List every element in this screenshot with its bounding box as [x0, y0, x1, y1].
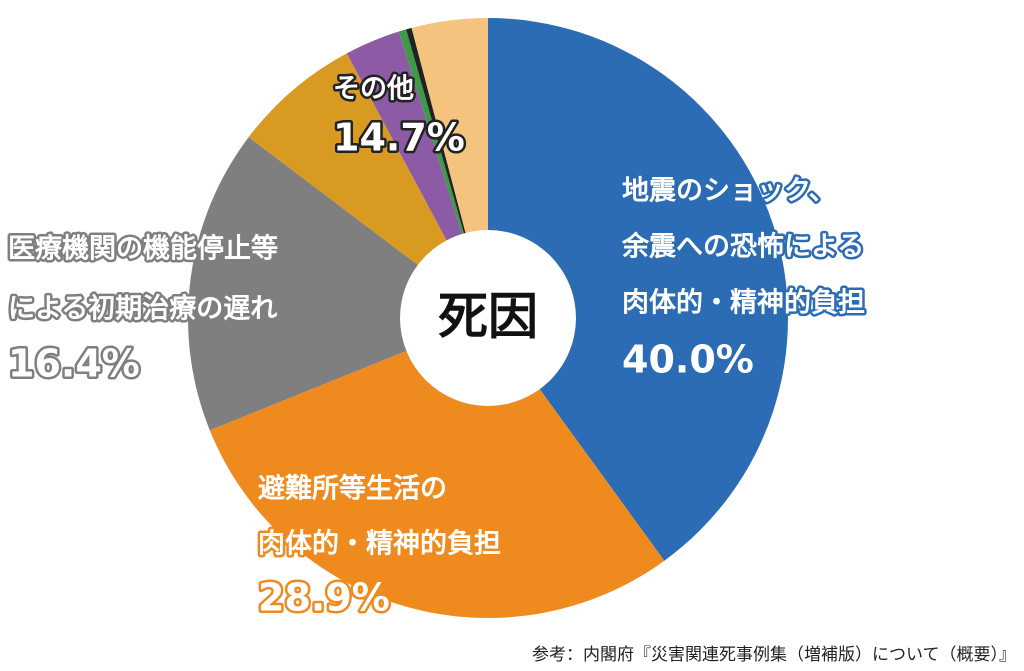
slice: [248, 53, 488, 319]
value-label: 28.9%: [258, 576, 390, 620]
slice-label: 避難所等生活の: [258, 473, 447, 505]
value-label: 16.4%: [8, 342, 140, 386]
slice-label: 余震への恐怖による: [621, 231, 864, 263]
slice: [488, 18, 789, 561]
slice-label: その他: [333, 74, 414, 105]
center-label: 死因: [438, 288, 538, 346]
slice-label: 肉体的・精神的負担: [258, 528, 501, 560]
source: 参考：内閣府『災害関連死事例集（増補版）について（概要）』: [532, 645, 1016, 665]
slice-label: 肉体的・精神的負担: [622, 287, 865, 319]
center-hole: [400, 230, 576, 406]
slice-label: 地震のショック、: [622, 176, 836, 207]
slice-label: 医療機関の機能停止等: [8, 233, 278, 265]
pie: 死因地震のショック、余震への恐怖による肉体的・精神的負担40.0%避難所等生活の…: [6, 18, 868, 622]
slice: [209, 318, 665, 618]
slice-label: による初期治療の遅れ: [8, 294, 277, 325]
value-label: 40.0%: [622, 338, 754, 382]
slice: [188, 137, 489, 431]
value-label: 14.7%: [333, 116, 465, 160]
